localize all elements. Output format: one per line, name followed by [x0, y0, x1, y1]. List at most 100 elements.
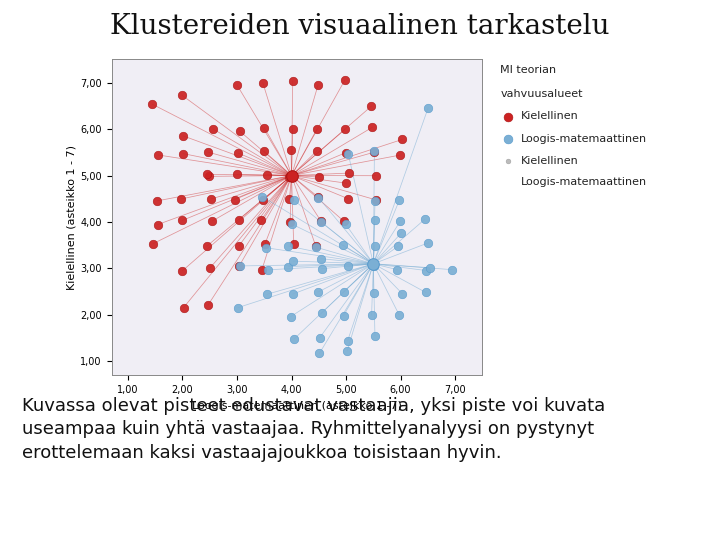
Point [152, 220, 163, 229]
Point [312, 80, 324, 89]
Point [289, 196, 300, 205]
Point [287, 125, 298, 133]
Point [342, 262, 354, 271]
Point [397, 135, 408, 144]
Point [285, 312, 297, 321]
Point [233, 148, 244, 157]
Point [419, 215, 431, 224]
Point [177, 132, 189, 140]
Point [338, 217, 349, 225]
Point [424, 264, 436, 272]
Point [314, 333, 325, 342]
Point [369, 146, 380, 155]
Point [575, 58, 586, 67]
Point [257, 195, 269, 204]
Point [176, 91, 188, 100]
Point [316, 309, 328, 318]
Point [369, 196, 381, 205]
Text: Loogis-matemaattinen: Loogis-matemaattinen [521, 134, 647, 144]
Point [261, 290, 273, 299]
Point [315, 218, 327, 226]
Point [148, 239, 159, 248]
Text: Loogis-matemaattinen: Loogis-matemaattinen [521, 177, 647, 187]
Point [259, 240, 271, 248]
Point [204, 172, 215, 181]
Point [258, 147, 270, 156]
Point [311, 125, 323, 133]
Point [310, 241, 321, 250]
Point [341, 179, 352, 187]
Point [206, 194, 217, 203]
Point [342, 194, 354, 203]
Point [314, 173, 325, 181]
Point [234, 261, 246, 270]
Point [395, 217, 406, 226]
Point [256, 192, 268, 201]
Point [370, 171, 382, 180]
Point [316, 265, 328, 273]
Point [282, 242, 294, 251]
Y-axis label: Kielellinen (asteikko 1 - 7): Kielellinen (asteikko 1 - 7) [66, 145, 76, 290]
Point [176, 194, 187, 203]
Point [285, 146, 297, 154]
Point [314, 349, 325, 357]
Point [392, 265, 403, 274]
Point [262, 266, 274, 274]
Point [420, 288, 431, 297]
Point [233, 303, 244, 312]
Point [575, 81, 586, 90]
Point [340, 125, 351, 133]
Point [366, 123, 378, 132]
Point [283, 172, 294, 181]
Point [575, 108, 586, 117]
Point [366, 311, 377, 320]
Point [396, 228, 408, 237]
Point [231, 80, 243, 89]
Text: Kielellinen: Kielellinen [521, 157, 578, 166]
Point [446, 265, 458, 274]
Point [201, 242, 212, 251]
Point [233, 262, 245, 271]
Point [204, 264, 216, 272]
Point [147, 100, 158, 109]
Point [288, 239, 300, 248]
Point [233, 215, 245, 224]
Text: vahvuusalueet: vahvuusalueet [500, 89, 583, 99]
Point [258, 123, 270, 132]
Point [340, 220, 351, 228]
Point [261, 170, 273, 179]
Point [231, 170, 243, 179]
Point [368, 260, 379, 268]
Point [257, 78, 269, 87]
Point [343, 150, 354, 158]
Point [287, 77, 299, 85]
Point [202, 301, 214, 309]
Point [310, 243, 322, 252]
Point [341, 347, 353, 355]
Point [207, 125, 219, 133]
Point [340, 148, 351, 157]
Point [289, 334, 300, 343]
Point [371, 195, 382, 204]
Point [312, 193, 324, 201]
Point [369, 241, 380, 250]
Point [287, 220, 298, 228]
Point [337, 241, 348, 249]
Point [369, 332, 381, 340]
Text: Kuvassa olevat pisteet edustavat vastaajia, yksi piste voi kuvata
useampaa kuin : Kuvassa olevat pisteet edustavat vastaaj… [22, 397, 605, 462]
Point [256, 266, 268, 274]
Point [176, 216, 188, 225]
Point [392, 242, 404, 251]
Point [397, 289, 408, 298]
Point [342, 336, 354, 345]
Point [368, 288, 379, 297]
Point [233, 241, 245, 250]
Point [202, 148, 214, 157]
Point [234, 127, 246, 136]
Point [153, 151, 164, 159]
Point [423, 239, 434, 247]
Point [343, 168, 355, 177]
Point [339, 76, 351, 85]
Point [423, 103, 434, 112]
Point [282, 262, 294, 271]
